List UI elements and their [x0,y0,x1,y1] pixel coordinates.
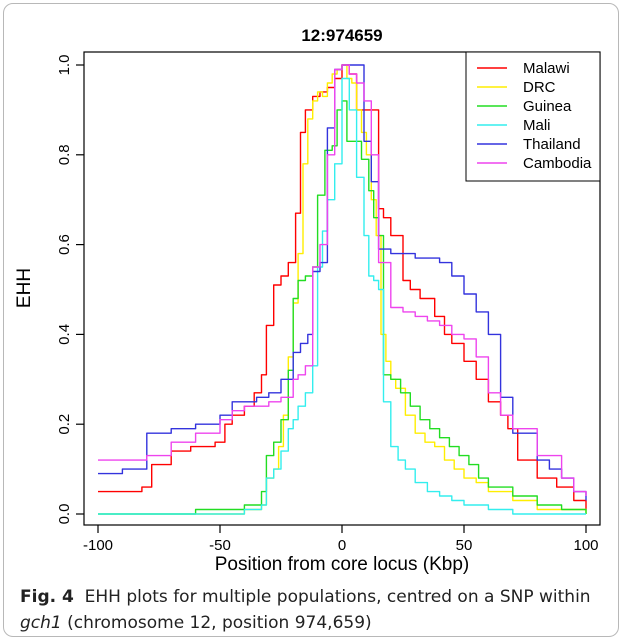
y-tick-label: 0.6 [56,234,73,255]
legend-label-malawi: Malawi [523,60,570,77]
x-tick-label: -50 [209,537,231,554]
legend-label-cambodia: Cambodia [523,155,592,172]
chart-title: 12:974659 [301,26,382,45]
legend-box [465,51,601,182]
x-tick-label: 50 [456,537,473,554]
x-axis-label: Position from core locus (Kbp) [215,554,470,575]
legend-label-thailand: Thailand [523,136,581,153]
x-tick-label: 100 [573,537,598,554]
axis-layer: -100 -50 0 50 100 0.0 0.2 0.4 0.6 0.8 1.0 [56,55,599,554]
series-line-cambodia [98,64,587,496]
figure-caption: Fig. 4 EHH plots for multiple population… [20,584,610,636]
legend-label-guinea: Guinea [523,98,572,115]
y-tick-label: 0.4 [56,324,73,345]
ehh-chart: 12:974659 -100 -50 0 50 100 0.0 0.2 0.4 0.6 0.8 1.… [14,26,601,575]
caption-text-end: (chromosome 12, position 974,659) [67,613,372,633]
y-axis-label: EHH [14,268,35,308]
y-tick-label: 1.0 [56,55,73,76]
x-tick-label: 0 [338,537,346,554]
caption-gene: gch1 [20,613,62,633]
series-line-guinea [98,100,587,515]
y-tick-label: 0.0 [56,504,73,525]
series-line-mali [98,77,586,515]
legend-label-mali: Mali [523,117,551,134]
series-layer [98,64,587,515]
y-tick-label: 0.2 [56,414,73,435]
y-tick-label: 0.8 [56,144,73,165]
legend: Malawi DRC Guinea Mali Thailand Cambodia [465,51,601,182]
legend-label-drc: DRC [523,79,556,96]
x-tick-label: -100 [83,537,113,554]
series-line-drc [98,64,587,515]
caption-text: EHH plots for multiple populations, cent… [84,587,591,607]
figure-label: Fig. 4 [20,587,74,607]
